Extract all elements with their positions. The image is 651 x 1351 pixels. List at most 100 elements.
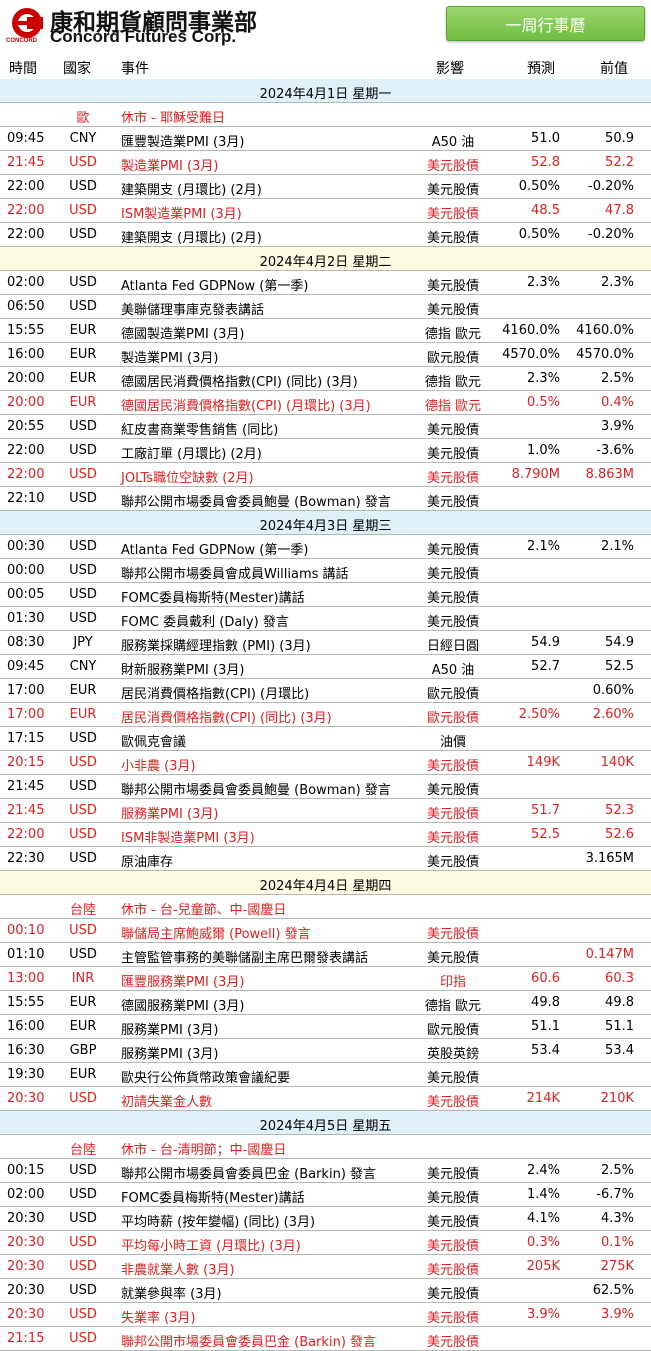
event-country: EUR xyxy=(69,323,97,338)
event-row: 00:30 USD Atlanta Fed GDPNow (第一季) 美元股債 2.1%… xyxy=(0,535,651,559)
event-impact: 美元股債 xyxy=(426,303,479,318)
event-forecast: 60.6 xyxy=(531,971,560,986)
date-label: 2024年4月1日 星期一 xyxy=(259,87,392,102)
event-forecast: 52.8 xyxy=(531,155,560,170)
event-country: USD xyxy=(69,179,97,194)
event-previous: 3.165M xyxy=(585,851,634,866)
event-name: 服務業PMI (3月) xyxy=(121,1023,219,1038)
event-forecast: 54.9 xyxy=(531,635,560,650)
event-time: 15:55 xyxy=(7,995,45,1010)
event-country: USD xyxy=(69,227,97,242)
event-name: 休市 - 耶穌受難日 xyxy=(121,111,225,126)
event-previous: 52.3 xyxy=(605,803,634,818)
event-name: 匯豐服務業PMI (3月) xyxy=(121,975,245,990)
event-impact: 德指 歐元 xyxy=(424,999,482,1014)
event-country: USD xyxy=(69,923,97,938)
event-country: JPY xyxy=(73,635,93,650)
event-row: 01:10 USD 主管監管事務的美聯儲副主席巴爾發表講話 美元股債 0.147M xyxy=(0,943,651,967)
date-label: 2024年4月2日 星期二 xyxy=(259,255,392,270)
event-row: 20:30 USD 失業率 (3月) 美元股債 3.9% 3.9% xyxy=(0,1303,651,1327)
event-forecast: 52.5 xyxy=(531,827,560,842)
event-impact: 美元股債 xyxy=(426,231,479,246)
event-country: USD xyxy=(69,419,97,434)
event-row: 22:30 USD 原油庫存 美元股債 3.165M xyxy=(0,847,651,871)
event-impact: 美元股債 xyxy=(426,759,479,774)
event-row: 台陸 休市 - 台-清明節；中-國慶日 xyxy=(0,1135,651,1159)
event-row: 17:00 EUR 居民消費價格指數(CPI) (同比) (3月) 歐元股債 2.50%… xyxy=(0,703,651,727)
event-name: 歐央行公佈貨幣政策會議紀要 xyxy=(121,1071,291,1086)
event-time: 22:00 xyxy=(7,443,45,458)
event-previous: -6.7% xyxy=(596,1187,634,1202)
event-time: 20:00 xyxy=(7,395,45,410)
event-time: 21:45 xyxy=(7,779,45,794)
event-row: 台陸 休市 - 台-兒童節、中-國慶日 xyxy=(0,895,651,919)
event-previous: 140K xyxy=(600,755,634,770)
event-time: 21:45 xyxy=(7,155,45,170)
event-time: 01:30 xyxy=(7,611,45,626)
event-row: 20:15 USD 小非農 (3月) 美元股債 149K 140K xyxy=(0,751,651,775)
event-forecast: 52.7 xyxy=(531,659,560,674)
event-previous: 52.2 xyxy=(605,155,634,170)
event-row: 16:00 EUR 服務業PMI (3月) 歐元股債 51.1 51.1 xyxy=(0,1015,651,1039)
event-name: 居民消費價格指數(CPI) (月環比) xyxy=(121,687,310,702)
event-forecast: 48.5 xyxy=(531,203,560,218)
column-impact: 影響 xyxy=(436,61,464,77)
event-previous: 60.3 xyxy=(605,971,634,986)
event-time: 17:00 xyxy=(7,683,45,698)
event-name: 失業率 (3月) xyxy=(121,1311,196,1326)
event-time: 20:30 xyxy=(7,1211,45,1226)
event-row: 22:00 USD 建築開支 (月環比) (2月) 美元股債 0.50% -0.20% xyxy=(0,223,651,247)
event-impact: 歐元股債 xyxy=(426,351,479,366)
event-time: 00:30 xyxy=(7,539,45,554)
event-name: 原油庫存 xyxy=(121,855,174,870)
event-name: FOMC委員梅斯特(Mester)講話 xyxy=(121,591,305,606)
event-country: USD xyxy=(69,779,97,794)
column-header: 時間 國家 事件 影響 預測 前值 xyxy=(0,55,651,80)
event-country: USD xyxy=(69,467,97,482)
event-country: 台陸 xyxy=(69,1143,96,1158)
event-country: USD xyxy=(69,1331,97,1346)
event-impact: 美元股債 xyxy=(426,471,479,486)
event-name: 製造業PMI (3月) xyxy=(121,351,219,366)
event-country: USD xyxy=(69,275,97,290)
event-time: 21:15 xyxy=(7,1331,45,1346)
event-row: 13:00 INR 匯豐服務業PMI (3月) 印指 60.6 60.3 xyxy=(0,967,651,991)
event-country: EUR xyxy=(69,371,97,386)
event-impact: 歐元股債 xyxy=(426,711,479,726)
event-time: 06:50 xyxy=(7,299,45,314)
column-country: 國家 xyxy=(63,61,91,77)
event-impact: 美元股債 xyxy=(426,567,479,582)
event-impact: 美元股債 xyxy=(426,1167,479,1182)
event-row: 00:05 USD FOMC委員梅斯特(Mester)講話 美元股債 xyxy=(0,583,651,607)
event-time: 16:00 xyxy=(7,347,45,362)
weekly-calendar-button[interactable]: 一周行事曆 xyxy=(446,6,645,41)
event-impact: 德指 歐元 xyxy=(424,375,482,390)
event-name: 建築開支 (月環比) (2月) xyxy=(121,231,262,246)
event-country: USD xyxy=(69,563,97,578)
event-time: 20:15 xyxy=(7,755,45,770)
event-forecast: 4570.0% xyxy=(502,347,560,362)
event-row: 20:00 EUR 德國居民消費價格指數(CPI) (月環比) (3月) 德指 歐元 0… xyxy=(0,391,651,415)
event-name: 聯儲局主席鮑威爾 (Powell) 發言 xyxy=(121,927,311,942)
event-name: 主管監管事務的美聯儲副主席巴爾發表講話 xyxy=(121,951,369,966)
event-name: 紅皮書商業零售銷售 (同比) xyxy=(121,423,279,438)
event-row: 20:30 USD 平均時薪 (按年變幅) (同比) (3月) 美元股債 4.1% 4.3… xyxy=(0,1207,651,1231)
event-country: EUR xyxy=(69,995,97,1010)
event-row: 22:00 USD JOLTs職位空缺數 (2月) 美元股債 8.790M 8.863M xyxy=(0,463,651,487)
event-row: 00:15 USD 聯邦公開市場委員會委員巴金 (Barkin) 發言 美元股債 2.4… xyxy=(0,1159,651,1183)
event-forecast: 2.3% xyxy=(526,275,560,290)
event-time: 17:00 xyxy=(7,707,45,722)
event-country: USD xyxy=(69,155,97,170)
event-impact: 美元股債 xyxy=(426,543,479,558)
event-forecast: 51.7 xyxy=(531,803,560,818)
date-label: 2024年4月3日 星期三 xyxy=(259,519,392,534)
event-time: 17:15 xyxy=(7,731,45,746)
event-name: 休市 - 台-兒童節、中-國慶日 xyxy=(121,903,287,918)
date-row: 2024年4月1日 星期一 xyxy=(0,79,651,103)
event-forecast: 1.0% xyxy=(526,443,560,458)
event-impact: 歐元股債 xyxy=(426,687,479,702)
event-time: 20:30 xyxy=(7,1283,45,1298)
event-country: USD xyxy=(69,587,97,602)
event-time: 20:55 xyxy=(7,419,45,434)
